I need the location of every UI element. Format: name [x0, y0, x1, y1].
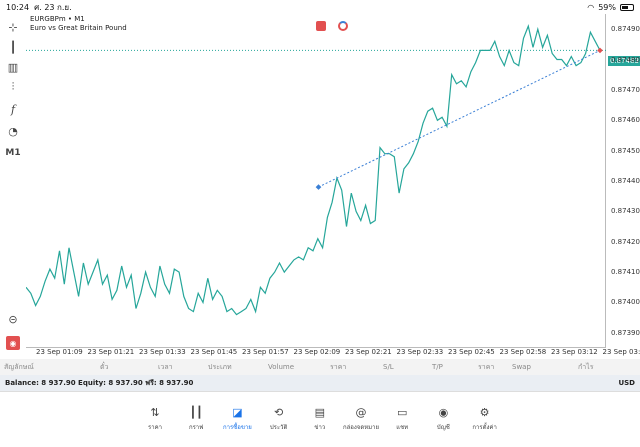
battery-percent: 59% [598, 2, 616, 12]
nav-item-account[interactable]: ◉ บัญชี [423, 406, 463, 432]
account-icon: ◉ [438, 406, 449, 419]
chat-icon: ▭ [396, 406, 408, 419]
price-tick-label: 0.87410 [611, 268, 640, 277]
column-header: กำไร [578, 362, 594, 371]
time-tick-label: 23 Sep 01:09 [36, 348, 83, 356]
nav-label: บัญชี [436, 424, 450, 431]
status-bar: 10:24 ศ. 23 ก.ย. ◠ 59% [0, 0, 640, 14]
nav-label: ประวัติ [269, 424, 288, 431]
nav-label: กราฟ [188, 424, 204, 431]
price-tick-label: 0.87480 [611, 55, 640, 64]
trade-panel-icon[interactable]: ◉ [6, 336, 20, 350]
trend-line[interactable] [318, 49, 601, 188]
trend-line-start-handle[interactable] [315, 184, 322, 190]
column-header: ราคา [478, 362, 495, 371]
function-icon[interactable]: f [10, 102, 16, 116]
price-tick-label: 0.87420 [611, 237, 640, 246]
chart-header-icons [316, 21, 348, 31]
price-tick-label: 0.87400 [611, 298, 640, 307]
trend-line-end-handle[interactable] [597, 47, 603, 54]
nav-label: การซื้อขาย [222, 424, 252, 431]
column-header: Swap [512, 363, 531, 371]
objects-icon[interactable]: ⫶ [11, 80, 15, 93]
time-tick-label: 23 Sep 01:21 [87, 348, 135, 356]
price-axis: 0.87490 0.87480 0.87470 0.87460 0.87450 0.874… [606, 14, 640, 348]
status-right: ◠ 59% [587, 3, 634, 12]
symbol-label: EURGBPm • M1 [30, 15, 85, 23]
column-header: ตั๋ว [100, 362, 109, 371]
nav-item-history[interactable]: ⟲ ประวัติ [259, 406, 299, 432]
price-tick-label: 0.87430 [611, 207, 640, 216]
current-price-tag: 0.87483 [608, 56, 640, 66]
shapes-icon[interactable]: ◔ [8, 124, 18, 138]
nav-item-news[interactable]: ▤ ข่าว [300, 406, 340, 432]
price-tick-label: 0.87490 [611, 25, 640, 34]
nav-item-chart[interactable]: ┃┃ กราฟ [176, 406, 216, 432]
price-tick-label: 0.87390 [611, 328, 640, 337]
positions-header: สัญลักษณ์ ตั๋ว เวลา ประเภท Volume ราคา S/L T/P ร… [0, 359, 640, 375]
time-tick-label: 23 Sep 02:45 [448, 348, 495, 356]
time-tick-label: 23 Sep 03:2 [602, 348, 640, 356]
quotes-icon: ⇅ [150, 406, 160, 419]
crosshair-icon[interactable]: ⊹ [8, 20, 18, 34]
column-header: ราคา [330, 362, 347, 371]
time-tick-label: 23 Sep 02:33 [396, 348, 444, 356]
nav-item-settings[interactable]: ⚙ การตั้งค่า [465, 406, 505, 432]
time-tick-label: 23 Sep 02:09 [293, 348, 341, 356]
column-header: T/P [432, 363, 443, 371]
signal-icon[interactable] [338, 21, 348, 31]
nav-item-mail[interactable]: @ กล่องจดหมาย [341, 406, 381, 432]
price-chart[interactable] [26, 14, 606, 348]
time-tick-label: 23 Sep 02:21 [345, 348, 392, 356]
balance-currency: USD [618, 379, 635, 387]
trade-icon: ◪ [232, 406, 243, 419]
nav-item-quotes[interactable]: ⇅ ราคา [135, 406, 175, 432]
time-tick-label: 23 Sep 01:57 [242, 348, 289, 356]
status-time-date: 10:24 ศ. 23 ก.ย. [6, 2, 72, 12]
balance-bar: Balance: 8 937.90 Equity: 8 937.90 ฟรี: … [0, 375, 640, 391]
price-tick-label: 0.87440 [611, 177, 640, 185]
price-tick-label: 0.87460 [611, 116, 640, 125]
chart-title: EURGBPm • M1 Euro vs Great Britain Pound [30, 15, 127, 33]
nav-label: ข่าว [314, 424, 326, 431]
nav-label: ราคา [148, 424, 162, 431]
wifi-icon: ◠ [587, 2, 595, 12]
nav-label: กล่องจดหมาย [342, 424, 380, 431]
time-tick-label: 23 Sep 03:12 [551, 348, 598, 356]
column-header: S/L [383, 363, 394, 371]
nav-item-trade[interactable]: ◪ การซื้อขาย [217, 406, 257, 432]
symbol-description: Euro vs Great Britain Pound [30, 24, 127, 32]
price-series-line [26, 24, 601, 316]
price-tick-label: 0.87450 [611, 146, 640, 155]
nav-label: แชท [396, 424, 409, 431]
balance-text: Balance: 8 937.90 Equity: 8 937.90 ฟรี: … [5, 378, 194, 387]
column-header: ประเภท [208, 362, 232, 371]
time-axis: 23 Sep 01:09 23 Sep 01:21 23 Sep 01:33 23 S… [26, 347, 640, 359]
column-header: สัญลักษณ์ [4, 362, 34, 371]
price-tick-label: 0.87470 [611, 85, 640, 94]
indicators-icon[interactable]: ▥ [7, 60, 19, 74]
zoom-icon[interactable]: ⊝ [8, 312, 18, 326]
nav-label: การตั้งค่า [472, 424, 497, 431]
timeframe-button[interactable]: M1 [5, 148, 21, 158]
left-toolbar: ⊹ ┃ ▥ ⫶ f ◔ M1 ⊝ ◉ [0, 14, 26, 360]
time-tick-label: 23 Sep 02:58 [499, 348, 547, 356]
settings-icon: ⚙ [479, 406, 490, 419]
nav-item-chat[interactable]: ▭ แชท [382, 406, 422, 432]
one-click-trading-icon[interactable] [316, 21, 326, 31]
news-icon: ▤ [314, 406, 325, 419]
bottom-nav: ⇅ ราคา ┃┃ กราฟ ◪ การซื้อขาย ⟲ ประวัติ ▤ ข่าว @ กล่อ… [0, 391, 640, 447]
column-header: เวลา [158, 362, 173, 371]
time-tick-label: 23 Sep 01:45 [190, 348, 238, 356]
battery-icon [620, 3, 634, 11]
time-tick-label: 23 Sep 01:33 [139, 348, 186, 356]
candles-icon[interactable]: ┃ [9, 40, 17, 54]
mail-icon: @ [355, 406, 367, 419]
chart-icon: ┃┃ [189, 406, 203, 419]
history-icon: ⟲ [273, 406, 284, 419]
column-header: Volume [268, 363, 295, 371]
